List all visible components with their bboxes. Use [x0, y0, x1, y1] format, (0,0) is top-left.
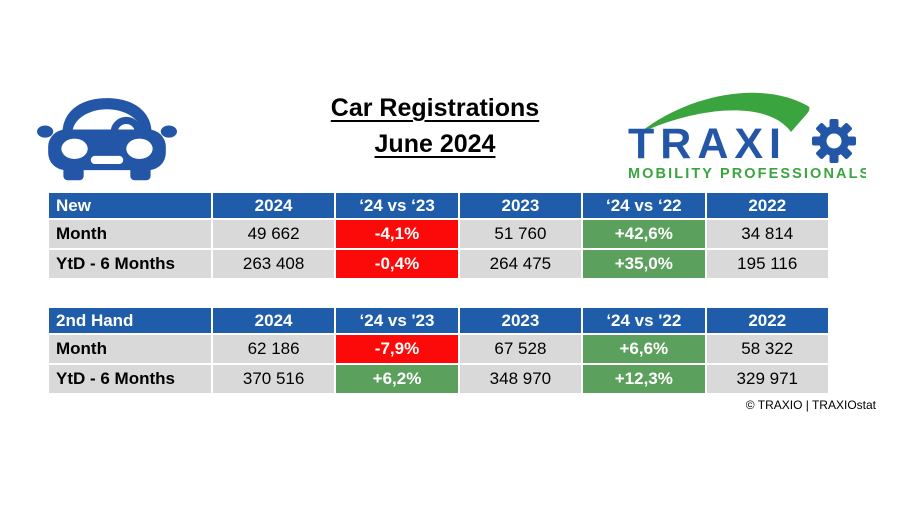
value-cell: 51 760 — [459, 220, 582, 248]
logo-swoosh-icon — [638, 92, 810, 134]
value-cell: 49 662 — [212, 220, 335, 248]
title-line-1: Car Registrations — [330, 94, 540, 122]
delta-cell: +6,2% — [336, 365, 458, 393]
logo-tagline: MOBILITY PROFESSIONALS — [628, 166, 866, 182]
header-2022: 2022 — [706, 308, 828, 333]
gear-icon — [812, 119, 856, 163]
header-24vs22: ‘24 vs ‘22 — [583, 193, 705, 218]
value-cell: 329 971 — [706, 365, 828, 393]
header-24vs23: ‘24 vs ‘23 — [336, 193, 458, 218]
row-label: YtD - 6 Months — [49, 250, 211, 278]
title-line-2: June 2024 — [374, 130, 496, 158]
table-header-row: New 2024 ‘24 vs ‘23 2023 ‘24 vs ‘22 2022 — [49, 193, 828, 218]
row-label: Month — [49, 335, 211, 363]
value-cell: 263 408 — [212, 250, 335, 278]
copyright-text: © TRAXIO | TRAXIOstat — [745, 398, 876, 412]
value-cell: 348 970 — [459, 365, 582, 393]
car-icon — [36, 70, 178, 185]
car-mirror-right-icon — [160, 125, 177, 138]
page-title: Car Registrations June 2024 — [235, 90, 635, 162]
value-cell: 34 814 — [706, 220, 828, 248]
delta-cell: +42,6% — [583, 220, 705, 248]
value-cell: 67 528 — [459, 335, 582, 363]
row-label: YtD - 6 Months — [49, 365, 211, 393]
new-registrations-table: New 2024 ‘24 vs ‘23 2023 ‘24 vs ‘22 2022… — [47, 191, 830, 280]
table-row: Month 62 186 -7,9% 67 528 +6,6% 58 322 — [49, 335, 828, 363]
header-2024: 2024 — [212, 308, 335, 333]
table-row: Month 49 662 -4,1% 51 760 +42,6% 34 814 — [49, 220, 828, 248]
table-title-2nd-hand: 2nd Hand — [49, 308, 211, 333]
delta-cell: -7,9% — [336, 335, 458, 363]
header-24vs22: ‘24 vs '22 — [583, 308, 705, 333]
header-2023: 2023 — [459, 193, 582, 218]
table-row: YtD - 6 Months 370 516 +6,2% 348 970 +12… — [49, 365, 828, 393]
delta-cell: +12,3% — [583, 365, 705, 393]
delta-cell: -0,4% — [336, 250, 458, 278]
table-row: YtD - 6 Months 263 408 -0,4% 264 475 +35… — [49, 250, 828, 278]
delta-cell: -4,1% — [336, 220, 458, 248]
value-cell: 195 116 — [706, 250, 828, 278]
header-24vs23: ‘24 vs '23 — [336, 308, 458, 333]
value-cell: 264 475 — [459, 250, 582, 278]
logo-brand-text: TRAXI — [628, 120, 787, 168]
delta-cell: +6,6% — [583, 335, 705, 363]
value-cell: 58 322 — [706, 335, 828, 363]
value-cell: 62 186 — [212, 335, 335, 363]
header-2022: 2022 — [706, 193, 828, 218]
second-hand-registrations-table: 2nd Hand 2024 ‘24 vs '23 2023 ‘24 vs '22… — [47, 306, 830, 395]
table-header-row: 2nd Hand 2024 ‘24 vs '23 2023 ‘24 vs '22… — [49, 308, 828, 333]
table-title-new: New — [49, 193, 211, 218]
header-2024: 2024 — [212, 193, 335, 218]
header-2023: 2023 — [459, 308, 582, 333]
delta-cell: +35,0% — [583, 250, 705, 278]
traxio-logo: TRAXI MOBILITY PROFESSIONALS — [626, 82, 869, 182]
car-mirror-left-icon — [37, 125, 54, 138]
row-label: Month — [49, 220, 211, 248]
value-cell: 370 516 — [212, 365, 335, 393]
